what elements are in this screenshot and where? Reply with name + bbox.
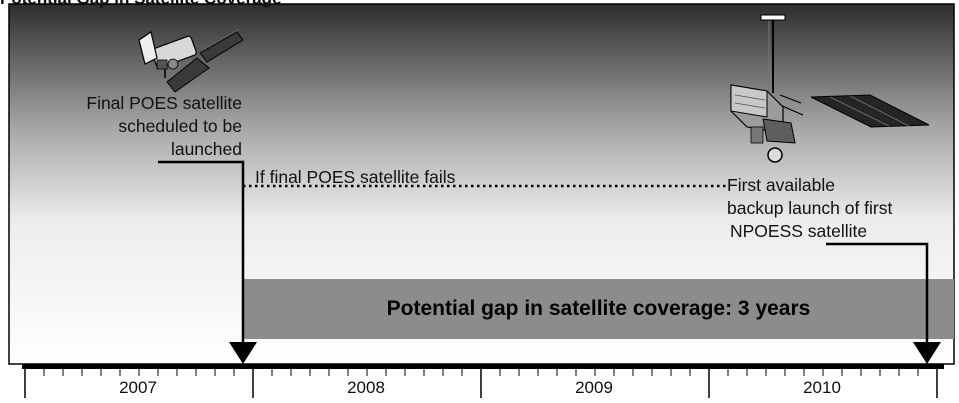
poes-satellite-icon: [138, 28, 244, 93]
year-label: 2008: [347, 378, 385, 397]
poes-label-line: Final POES satellite: [86, 93, 242, 113]
npoess-satellite-icon: [730, 14, 930, 163]
poes-label-line: launched: [170, 139, 242, 159]
poes-label: Final POES satellite scheduled to be lau…: [20, 92, 242, 161]
npoess-label-line: First available: [727, 175, 835, 195]
diagram-title: Potential Gap in Satellite Coverage: [0, 0, 282, 9]
npoess-label-line: NPOESS satellite: [730, 221, 868, 241]
npoess-leader-line: [826, 242, 929, 345]
year-label: 2007: [119, 378, 157, 397]
poes-label-line: scheduled to be: [118, 116, 242, 136]
npoess-label: First available backup launch of first N…: [727, 174, 952, 243]
timeline-axis: [22, 364, 944, 398]
gap-label: Potential gap in satellite coverage: 3 y…: [386, 297, 811, 320]
poes-leader-line: [158, 160, 245, 345]
gap-band: [243, 279, 954, 339]
failure-label: If final POES satellite fails: [255, 167, 456, 187]
npoess-arrowhead: [913, 342, 941, 364]
year-label: 2009: [575, 378, 613, 397]
poes-arrowhead: [229, 342, 257, 364]
npoess-label-line: backup launch of first: [727, 198, 893, 218]
year-label: 2010: [803, 378, 841, 397]
